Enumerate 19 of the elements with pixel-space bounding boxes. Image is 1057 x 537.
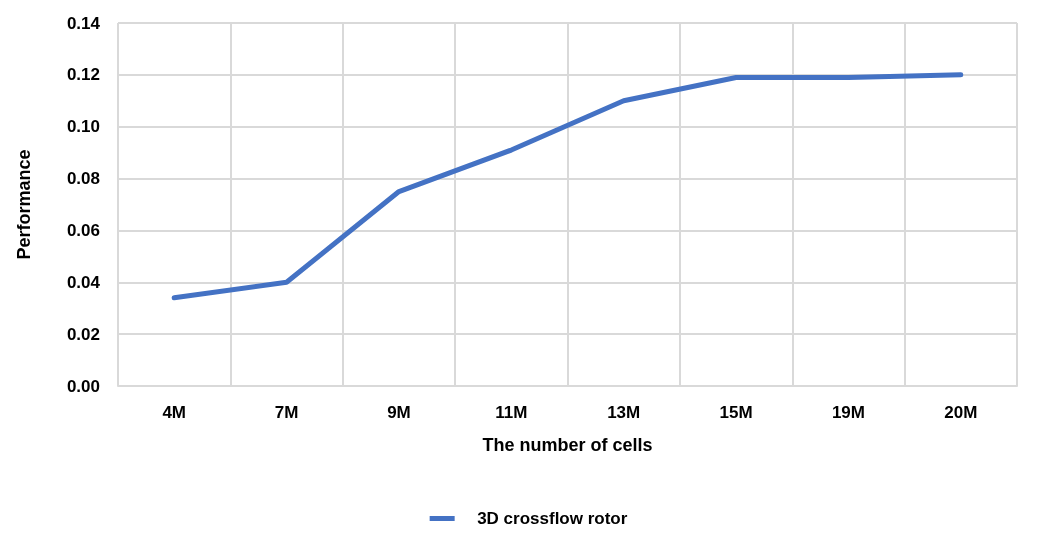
y-tick-label: 0.14	[66, 13, 101, 33]
x-tick-label: 11M	[495, 403, 528, 422]
x-tick-label: 4M	[162, 403, 186, 422]
y-tick-label: 0.10	[66, 117, 100, 137]
x-tick-label: 13M	[607, 403, 641, 422]
x-tick-label: 15M	[719, 403, 753, 422]
x-tick-label: 20M	[944, 403, 978, 422]
y-tick-label: 0.02	[66, 324, 100, 344]
y-tick-label: 0.08	[66, 169, 100, 189]
y-tick-label: 0.06	[66, 220, 100, 240]
legend-label: 3D crossflow rotor	[477, 509, 628, 528]
x-tick-label: 7M	[274, 403, 299, 422]
x-tick-label: 9M	[387, 403, 411, 422]
y-tick-label: 0.04	[66, 272, 101, 292]
x-axis-title: The number of cells	[482, 435, 653, 455]
y-tick-label: 0.00	[66, 376, 100, 396]
x-tick-label: 19M	[831, 403, 865, 422]
y-tick-label: 0.12	[66, 65, 100, 85]
y-axis-title: Performance	[14, 149, 34, 260]
